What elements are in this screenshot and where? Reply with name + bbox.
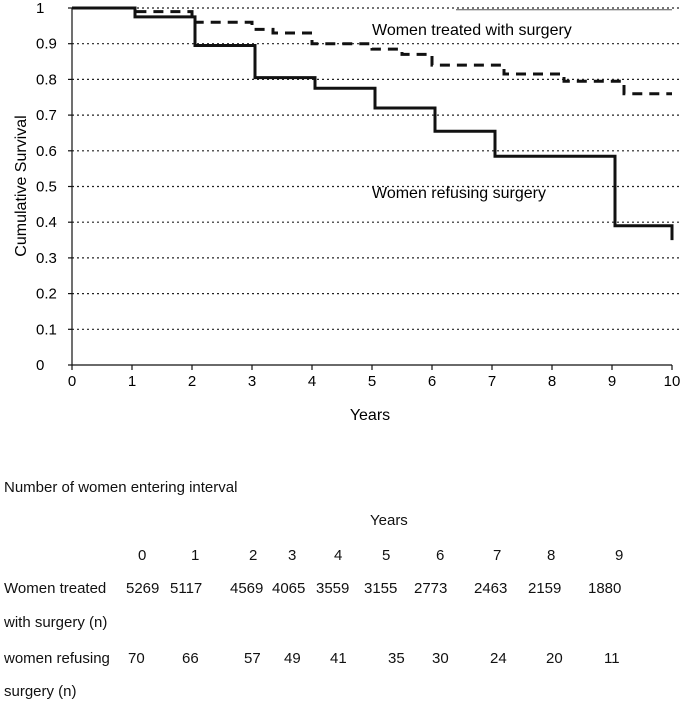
x-tick-label-6: 6: [428, 373, 436, 390]
y-tick-label-0.5: 0.5: [36, 179, 57, 196]
cell-refusing-year-9: 11: [604, 650, 620, 667]
cell-refusing-year-4: 41: [330, 650, 347, 667]
x-axis-ticks: 0 1 2 3 4 5 6 7 8 9 10: [68, 365, 680, 390]
table-col-year-0: 0: [138, 547, 147, 564]
cell-surgery-year-3: 4065: [272, 580, 306, 597]
cell-refusing-year-7: 24: [490, 650, 507, 667]
y-tick-label-0: 0: [36, 357, 44, 374]
survival-chart: 0 1 2 3 4 5 6 7 8 9 10 0 0.1 0.2 0.3 0.4 0.5 0.6 0.7 0.8 0.…: [13, 0, 680, 424]
y-tick-label-0.9: 0.9: [36, 36, 57, 53]
y-tick-label-0.1: 0.1: [36, 321, 57, 338]
cell-surgery-year-4: 3559: [316, 580, 350, 597]
cell-refusing-year-1: 66: [182, 650, 199, 667]
table-col-year-4: 4: [334, 547, 343, 564]
row-label-surgery-line1: Women treated: [4, 580, 107, 597]
row-label-refusing-line2: surgery (n): [4, 683, 77, 700]
table-years-header: Years: [370, 512, 408, 529]
x-axis-label: Years: [350, 407, 390, 424]
table-col-year-2: 2: [249, 547, 258, 564]
table-col-year-8: 8: [547, 547, 556, 564]
y-tick-label-0.8: 0.8: [36, 71, 57, 88]
y-tick-label-0.4: 0.4: [36, 214, 57, 231]
y-axis-label: Cumulative Survival: [13, 115, 30, 256]
table-col-year-5: 5: [382, 547, 391, 564]
x-tick-label-3: 3: [248, 373, 256, 390]
table-caption: Number of women entering interval: [4, 479, 238, 496]
cell-refusing-year-8: 20: [546, 650, 563, 667]
cell-surgery-year-0: 5269: [126, 580, 160, 597]
table-col-year-9: 9: [615, 547, 624, 564]
x-tick-label-5: 5: [368, 373, 376, 390]
x-tick-label-4: 4: [308, 373, 316, 390]
table-col-year-1: 1: [191, 547, 200, 564]
cell-refusing-year-0: 70: [128, 650, 145, 667]
y-tick-label-0.7: 0.7: [36, 107, 57, 124]
series-line-refusing-surgery: [72, 6, 674, 241]
x-tick-label-10: 10: [664, 373, 680, 390]
y-tick-label-1: 1: [36, 0, 44, 17]
cell-surgery-year-2: 4569: [230, 580, 264, 597]
cell-surgery-year-7: 2463: [474, 580, 508, 597]
x-tick-label-8: 8: [548, 373, 556, 390]
cell-surgery-year-1: 5117: [170, 580, 203, 597]
row-label-refusing-line1: women refusing: [4, 650, 110, 667]
table-col-year-3: 3: [288, 547, 297, 564]
cell-refusing-year-2: 57: [244, 650, 261, 667]
table-col-year-7: 7: [493, 547, 502, 564]
cell-surgery-year-9: 1880: [588, 580, 622, 597]
x-tick-label-0: 0: [68, 373, 76, 390]
series-line-treated-with-surgery: [72, 6, 672, 96]
cell-surgery-year-5: 3155: [364, 580, 398, 597]
gridlines: [72, 7, 680, 330]
chart-labels: Years Cumulative Survival Women treated …: [13, 22, 572, 424]
annotation-surgery: Women treated with surgery: [372, 22, 572, 39]
x-tick-label-7: 7: [488, 373, 496, 390]
y-tick-label-0.3: 0.3: [36, 250, 57, 267]
row-label-surgery-line2: with surgery (n): [4, 614, 108, 631]
y-axis-ticks: 0 0.1 0.2 0.3 0.4 0.5 0.6 0.7 0.8 0.9 1: [36, 0, 72, 374]
y-tick-label-0.2: 0.2: [36, 286, 57, 303]
x-tick-label-2: 2: [188, 373, 196, 390]
y-tick-label-0.6: 0.6: [36, 143, 57, 160]
x-tick-label-9: 9: [608, 373, 616, 390]
series-lines: [72, 6, 674, 241]
x-tick-label-1: 1: [128, 373, 136, 390]
cell-refusing-year-5: 35: [388, 650, 405, 667]
cell-refusing-year-3: 49: [284, 650, 301, 667]
cell-surgery-year-6: 2773: [414, 580, 448, 597]
annotation-refusing: Women refusing surgery: [372, 185, 546, 202]
cell-refusing-year-6: 30: [432, 650, 449, 667]
cell-surgery-year-8: 2159: [528, 580, 562, 597]
table-col-year-6: 6: [436, 547, 445, 564]
